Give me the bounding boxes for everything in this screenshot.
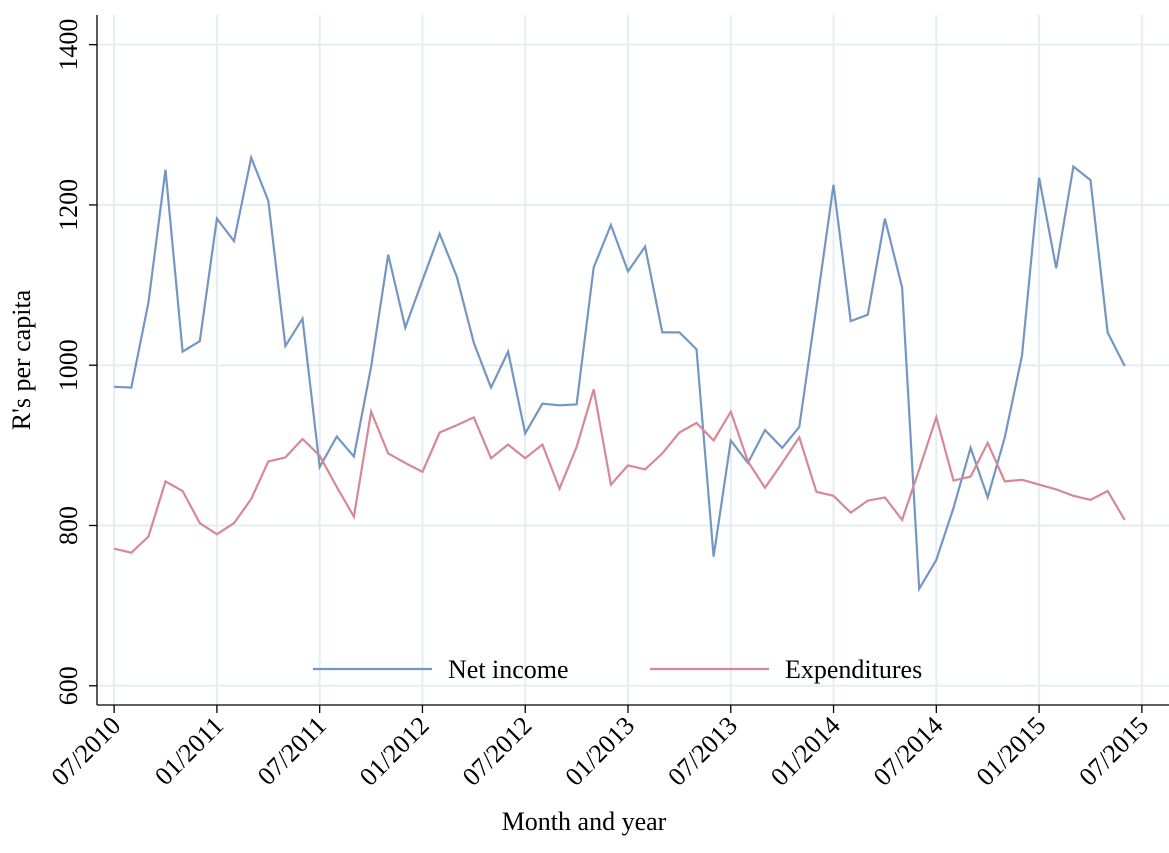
y-axis-title: R's per capita <box>7 289 36 430</box>
x-tick-label: 01/2014 <box>765 711 846 792</box>
x-tick-label: 07/2014 <box>868 711 949 792</box>
x-tick-label: 01/2011 <box>149 711 229 791</box>
x-tick-label: 01/2012 <box>354 711 435 792</box>
x-tick-label: 01/2013 <box>559 711 640 792</box>
x-tick-label: 01/2015 <box>971 711 1052 792</box>
y-tick-label: 1200 <box>54 179 83 231</box>
y-tick-label: 1400 <box>54 19 83 71</box>
x-tick-label: 07/2013 <box>662 711 743 792</box>
x-tick-label: 07/2015 <box>1073 711 1154 792</box>
x-tick-label: 07/2012 <box>457 711 538 792</box>
legend-label: Expenditures <box>785 655 922 684</box>
y-tick-label: 600 <box>54 666 83 705</box>
x-axis-title: Month and year <box>502 807 667 836</box>
legend-label: Net income <box>448 655 569 684</box>
x-tick-label: 07/2011 <box>252 711 332 791</box>
y-tick-label: 800 <box>54 506 83 545</box>
series-line <box>114 153 1126 593</box>
series-line <box>113 388 1126 554</box>
x-tick-label: 07/2010 <box>46 711 127 792</box>
y-tick-label: 1000 <box>54 339 83 391</box>
